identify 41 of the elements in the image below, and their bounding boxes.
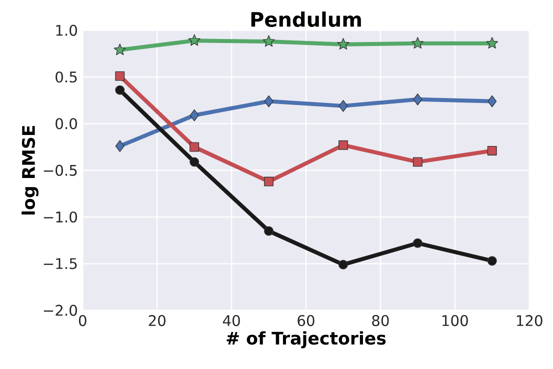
x-tick-label: 120 <box>516 315 542 326</box>
point <box>115 71 125 81</box>
point <box>487 256 497 266</box>
y-tick-label: 1.0 <box>56 24 77 36</box>
x-axis-title: # of Trajectories <box>226 331 386 348</box>
y-tick-label: −1.5 <box>44 258 77 270</box>
point <box>486 37 498 49</box>
x-tick-label: 20 <box>148 315 166 326</box>
point <box>264 176 274 186</box>
point <box>262 35 275 47</box>
point <box>190 157 200 167</box>
point <box>488 95 497 108</box>
chart-title: Pendulum <box>251 11 361 27</box>
point <box>188 34 200 46</box>
y-tick-label: 0.5 <box>56 71 77 83</box>
point <box>264 226 274 236</box>
point <box>190 109 199 122</box>
point <box>337 38 350 50</box>
y-tick-label: −1.0 <box>44 211 77 223</box>
y-tick-label: −2.0 <box>44 304 77 316</box>
point <box>338 260 348 270</box>
x-tick-label: 0 <box>78 315 86 326</box>
x-tick-label: 100 <box>442 315 468 326</box>
point <box>114 44 126 56</box>
point <box>412 238 422 248</box>
point <box>264 95 274 108</box>
point <box>115 140 124 152</box>
x-tick-label: 60 <box>298 315 314 326</box>
point <box>487 146 497 156</box>
point <box>413 93 422 106</box>
point <box>115 85 125 95</box>
point <box>412 37 424 49</box>
y-tick-label: 0.0 <box>56 118 77 130</box>
y-tick-label: −0.5 <box>44 164 77 176</box>
y-axis-title: log RMSE <box>22 126 39 214</box>
x-tick-label: 80 <box>372 315 389 326</box>
point <box>412 157 422 167</box>
point <box>338 140 348 150</box>
point <box>338 100 348 112</box>
x-tick-label: 40 <box>222 315 240 326</box>
point <box>190 142 200 152</box>
